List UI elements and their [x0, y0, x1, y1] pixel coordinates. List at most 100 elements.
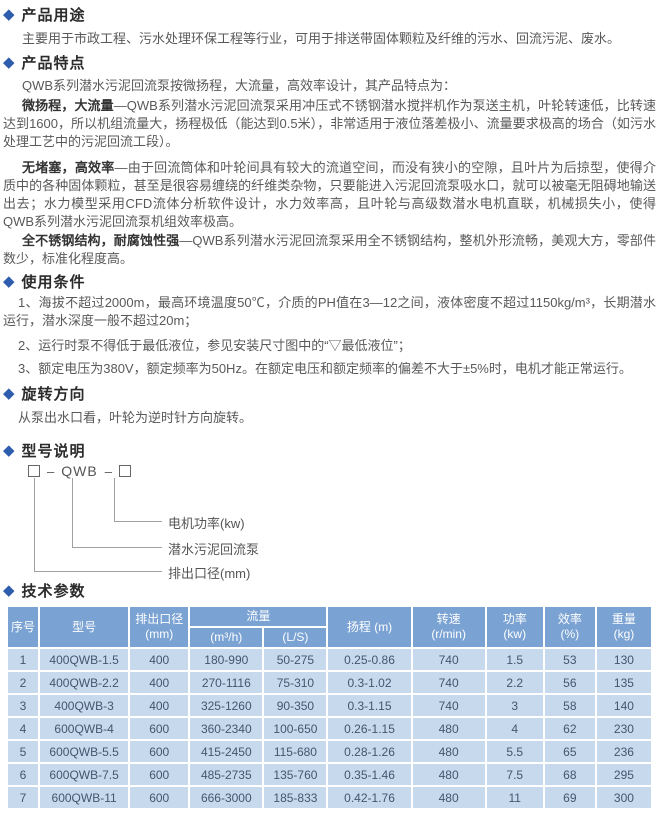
spec-cell: 400QWB-3 — [40, 695, 129, 716]
spec-cell: 480 — [412, 741, 485, 762]
spec-cell: 0.25-0.86 — [328, 649, 411, 670]
feature-rest: —由于回流筒体和叶轮间具有较大的流道空间，而没有狭小的空隙，且叶片为后掠型，使得… — [3, 160, 656, 229]
spec-cell: 400QWB-1.5 — [40, 649, 129, 670]
section-title-conditions: ◆ 使用条件 — [3, 271, 86, 292]
section-title-features-text: 产品特点 — [21, 55, 86, 72]
diamond-bullet-icon: ◆ — [3, 6, 15, 23]
spec-cell: 236 — [596, 741, 651, 762]
rotation-paragraph: 从泵出水口看，叶轮为逆时针方向旋转。 — [18, 410, 253, 425]
model-label-outlet: 排出口径(mm) — [168, 566, 251, 581]
col-header-efficiency-line1: 效率 — [557, 612, 582, 626]
spec-cell: 56 — [544, 672, 595, 693]
spec-cell: 62 — [544, 718, 595, 739]
spec-table: 序号 型号 排出口径 (mm) 流量 扬程 (m) 转速 (r/min) 功率 … — [6, 605, 653, 810]
spec-cell: 600QWB-7.5 — [40, 764, 129, 785]
spec-cell: 5.5 — [486, 741, 543, 762]
spec-cell: 2.2 — [486, 672, 543, 693]
spec-cell: 600QWB-11 — [40, 787, 129, 808]
spec-cell: 0.26-1.15 — [328, 718, 411, 739]
col-header-efficiency: 效率 (%) — [544, 607, 595, 647]
col-header-weight: 重量 (kg) — [596, 607, 651, 647]
spec-cell: 400QWB-2.2 — [40, 672, 129, 693]
spec-table-body: 1 400QWB-1.5 400 180-990 50-275 0.25-0.86 740 1… — [8, 649, 651, 808]
connector-line-pump — [72, 478, 162, 548]
spec-cell: 0.3-1.02 — [328, 672, 411, 693]
feature-rest: —QWB系列潜水污泥回流泵采用全不锈钢结构，整机外形流畅，美观大方，零部件数少，… — [3, 233, 656, 266]
model-dash: – — [47, 463, 55, 479]
section-title-usage: ◆ 产品用途 — [3, 4, 86, 25]
spec-cell: 600QWB-4 — [40, 718, 129, 739]
col-header-weight-line2: (kg) — [613, 627, 635, 641]
spec-cell: 415-2450 — [190, 741, 263, 762]
diamond-bullet-icon: ◆ — [3, 582, 15, 599]
col-header-power-line2: (kw) — [503, 627, 527, 641]
spec-cell: 7.5 — [486, 764, 543, 785]
model-formula: – QWB – — [28, 463, 131, 479]
spec-cell: 3 — [486, 695, 543, 716]
table-row: 2 400QWB-2.2 400 270-1116 75-310 0.3-1.02 740 2… — [8, 672, 651, 693]
feature-lead: 微扬程，大流量 — [22, 98, 114, 113]
spec-cell: 115-680 — [264, 741, 327, 762]
spec-cell: 600 — [130, 741, 189, 762]
spec-cell: 400 — [130, 672, 189, 693]
col-header-power: 功率 (kw) — [486, 607, 543, 647]
spec-cell: 300 — [596, 787, 651, 808]
spec-cell: 0.35-1.46 — [328, 764, 411, 785]
spec-cell: 2 — [8, 672, 39, 693]
table-row: 4 600QWB-4 600 360-2340 100-650 0.26-1.15 480 4… — [8, 718, 651, 739]
spec-cell: 130 — [596, 649, 651, 670]
section-title-usage-text: 产品用途 — [21, 7, 86, 24]
col-header-flow-m3h: (m³/h) — [190, 628, 263, 647]
spec-cell: 1.5 — [486, 649, 543, 670]
spec-cell: 740 — [412, 672, 485, 693]
feature-lead: 无堵塞，高效率 — [22, 160, 115, 175]
spec-cell: 140 — [596, 695, 651, 716]
spec-cell: 0.3-1.15 — [328, 695, 411, 716]
spec-cell: 68 — [544, 764, 595, 785]
diamond-bullet-icon: ◆ — [3, 385, 15, 402]
spec-cell: 75-310 — [264, 672, 327, 693]
model-dash: – — [104, 463, 112, 479]
section-title-specs-text: 技术参数 — [21, 583, 86, 600]
col-header-outlet-line2: (mm) — [145, 627, 174, 641]
spec-cell: 740 — [412, 695, 485, 716]
spec-cell: 135 — [596, 672, 651, 693]
section-title-rotation-text: 旋转方向 — [21, 386, 86, 403]
spec-cell: 90-350 — [264, 695, 327, 716]
spec-cell: 400 — [130, 649, 189, 670]
model-label-pump: 潜水污泥回流泵 — [168, 542, 260, 557]
spec-cell: 600 — [130, 764, 189, 785]
spec-cell: 600 — [130, 787, 189, 808]
spec-cell: 480 — [412, 718, 485, 739]
spec-cell: 135-760 — [264, 764, 327, 785]
model-box-outlet — [28, 465, 40, 477]
spec-cell: 53 — [544, 649, 595, 670]
col-header-speed-line2: (r/min) — [431, 627, 466, 641]
spec-cell: 325-1260 — [190, 695, 263, 716]
spec-cell: 3 — [8, 695, 39, 716]
spec-cell: 1 — [8, 649, 39, 670]
spec-cell: 485-2735 — [190, 764, 263, 785]
condition-item-3: 3、额定电压为380V，额定频率为50Hz。在额定电压和额定频率的偏差不大于±5… — [18, 361, 632, 376]
feature-paragraph-stainless: 全不锈钢结构，耐腐蚀性强—QWB系列潜水污泥回流泵采用全不锈钢结构，整机外形流畅… — [3, 232, 656, 268]
diamond-bullet-icon: ◆ — [3, 442, 15, 459]
col-header-outlet-line1: 排出口径 — [135, 612, 184, 626]
section-title-model-text: 型号说明 — [21, 443, 86, 460]
spec-cell: 185-833 — [264, 787, 327, 808]
col-header-flow: 流量 — [190, 607, 327, 626]
spec-cell: 65 — [544, 741, 595, 762]
col-header-model: 型号 — [40, 607, 129, 647]
spec-cell: 480 — [412, 764, 485, 785]
model-code: QWB — [61, 463, 98, 479]
spec-cell: 600 — [130, 718, 189, 739]
features-intro-paragraph: QWB系列潜水污泥回流泵按微扬程，大流量，高效率设计，其产品特点为： — [22, 78, 457, 93]
diamond-bullet-icon: ◆ — [3, 54, 15, 71]
spec-cell: 58 — [544, 695, 595, 716]
spec-cell: 7 — [8, 787, 39, 808]
spec-cell: 400 — [130, 695, 189, 716]
col-header-flow-ls: (L/S) — [264, 628, 327, 647]
spec-cell: 180-990 — [190, 649, 263, 670]
spec-cell: 270-1116 — [190, 672, 263, 693]
spec-cell: 295 — [596, 764, 651, 785]
spec-cell: 5 — [8, 741, 39, 762]
